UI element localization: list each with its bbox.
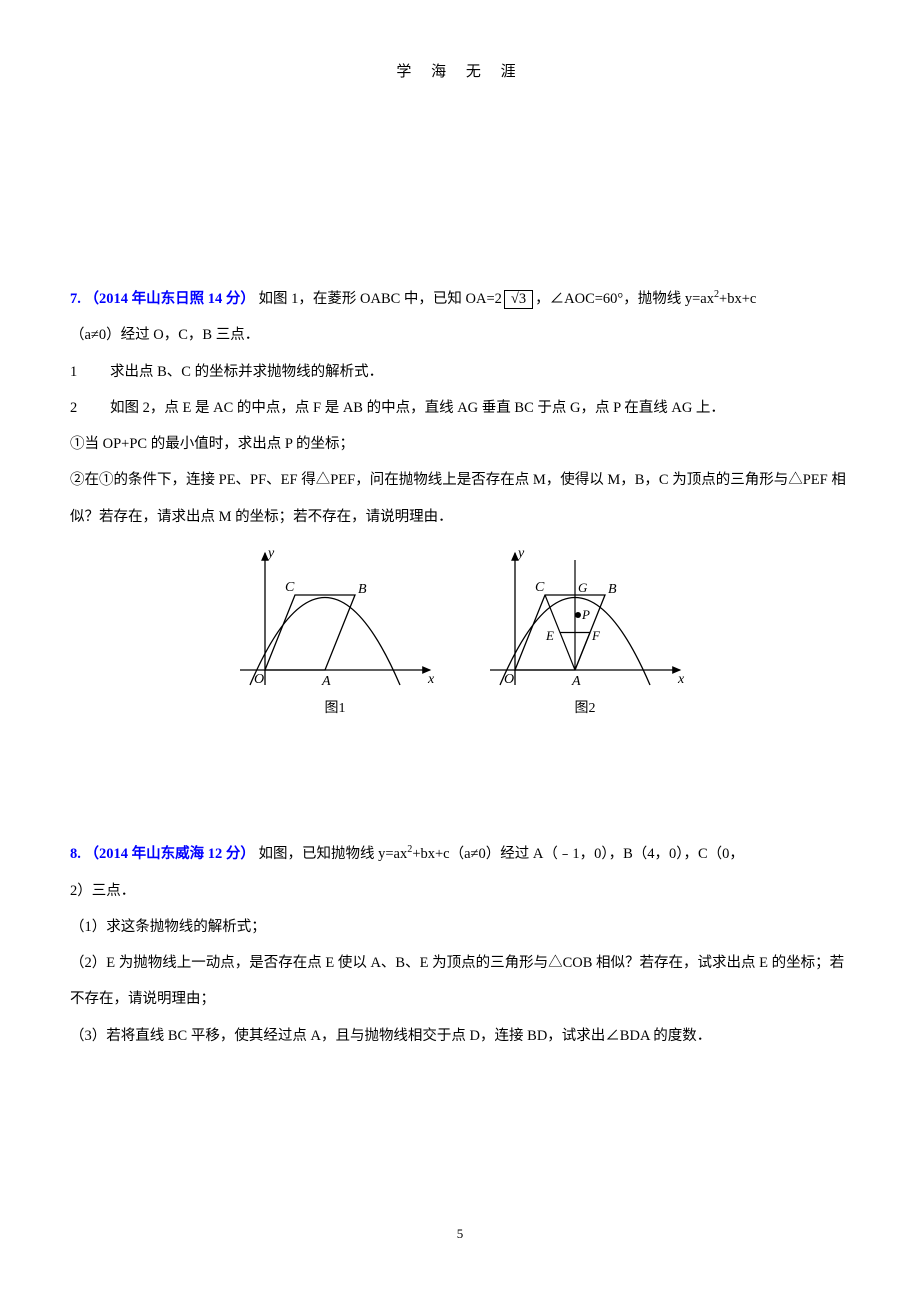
fig1-caption: 图1 — [230, 702, 440, 716]
lbl2-E: E — [545, 628, 554, 643]
header-title: 学 海 无 涯 — [396, 64, 523, 80]
p7-item2: 2如图 2，点 E 是 AC 的中点，点 F 是 AB 的中点，直线 AG 垂直… — [70, 390, 850, 426]
p7-source: （2014 年山东日照 14 分） — [85, 291, 255, 307]
p8-number: 8. — [70, 846, 81, 862]
lbl2-B: B — [608, 582, 617, 597]
problem-8: 8. （2014 年山东威海 12 分） 如图，已知抛物线 y=ax2+bx+c… — [70, 836, 850, 1054]
p7-sub2: ②在①的条件下，连接 PE、PF、EF 得△PEF，问在抛物线上是否存在点 M，… — [70, 462, 850, 535]
figure-2-svg: y x O A B C E F G P — [480, 545, 690, 695]
figure-2-wrap: y x O A B C E F G P 图2 — [480, 545, 690, 717]
lbl-x: x — [427, 672, 435, 687]
p7-i2-text: 如图 2，点 E 是 AC 的中点，点 F 是 AB 的中点，直线 AG 垂直 … — [110, 400, 725, 416]
p7-i2-num: 2 — [70, 390, 110, 426]
lbl2-F: F — [591, 628, 601, 643]
p7-l1c: +bx+c — [719, 291, 756, 307]
p8-l1a: 如图，已知抛物线 y=ax — [259, 846, 408, 862]
lbl2-y: y — [516, 546, 525, 561]
problem-7: 7. （2014 年山东日照 14 分） 如图 1，在菱形 OABC 中，已知 … — [70, 281, 850, 716]
p7-sub1: ①当 OP+PC 的最小值时，求出点 P 的坐标； — [70, 426, 850, 462]
lbl-A: A — [321, 674, 331, 689]
p8-q2: （2）E 为抛物线上一动点，是否存在点 E 使以 A、B、E 为顶点的三角形与△… — [70, 945, 850, 1018]
p7-i1-text: 求出点 B、C 的坐标并求抛物线的解析式． — [110, 364, 383, 380]
fig2-caption: 图2 — [480, 702, 690, 716]
lbl2-O: O — [504, 672, 514, 687]
lbl2-C: C — [535, 580, 545, 595]
p7-i1-num: 1 — [70, 354, 110, 390]
p8-q1: （1）求这条抛物线的解析式； — [70, 909, 850, 945]
figures-row: y x O A B C 图1 — [70, 545, 850, 717]
p8-line1: 8. （2014 年山东威海 12 分） 如图，已知抛物线 y=ax2+bx+c… — [70, 836, 850, 872]
lbl-C: C — [285, 580, 295, 595]
lbl2-G: G — [578, 580, 588, 595]
p7-line1: 7. （2014 年山东日照 14 分） 如图 1，在菱形 OABC 中，已知 … — [70, 281, 850, 317]
p8-l1b: +bx+c（a≠0）经过 A（﹣1，0），B（4，0），C（0， — [412, 846, 744, 862]
p7-item1: 1求出点 B、C 的坐标并求抛物线的解析式． — [70, 354, 850, 390]
p8-line2: 2）三点． — [70, 873, 850, 909]
p7-sqrt-rad: 3 — [519, 291, 526, 307]
p7-number: 7. — [70, 291, 81, 307]
p8-source: （2014 年山东威海 12 分） — [85, 846, 255, 862]
content-area: 7. （2014 年山东日照 14 分） 如图 1，在菱形 OABC 中，已知 … — [0, 81, 920, 1054]
lbl2-P: P — [581, 607, 590, 622]
p7-l1a: 如图 1，在菱形 OABC 中，已知 OA= — [259, 291, 495, 307]
lbl-y: y — [266, 546, 275, 561]
lbl2-A: A — [571, 674, 581, 689]
p7-l1b: ，∠AOC=60°，抛物线 y=ax — [535, 291, 714, 307]
sqrt-box: √3 — [504, 290, 533, 309]
page-header: 学 海 无 涯 — [0, 0, 920, 81]
figure-1-svg: y x O A B C — [230, 545, 440, 695]
figure-1-wrap: y x O A B C 图1 — [230, 545, 440, 717]
lbl-O: O — [254, 672, 264, 687]
p8-q3: （3）若将直线 BC 平移，使其经过点 A，且与抛物线相交于点 D，连接 BD，… — [70, 1018, 850, 1054]
lbl-B: B — [358, 582, 367, 597]
lbl2-x: x — [677, 672, 685, 687]
p7-sqrt-prefix: 2 — [495, 291, 502, 307]
p7-line2: （a≠0）经过 O，C，B 三点． — [70, 317, 850, 353]
page-number: 5 — [0, 1226, 920, 1242]
